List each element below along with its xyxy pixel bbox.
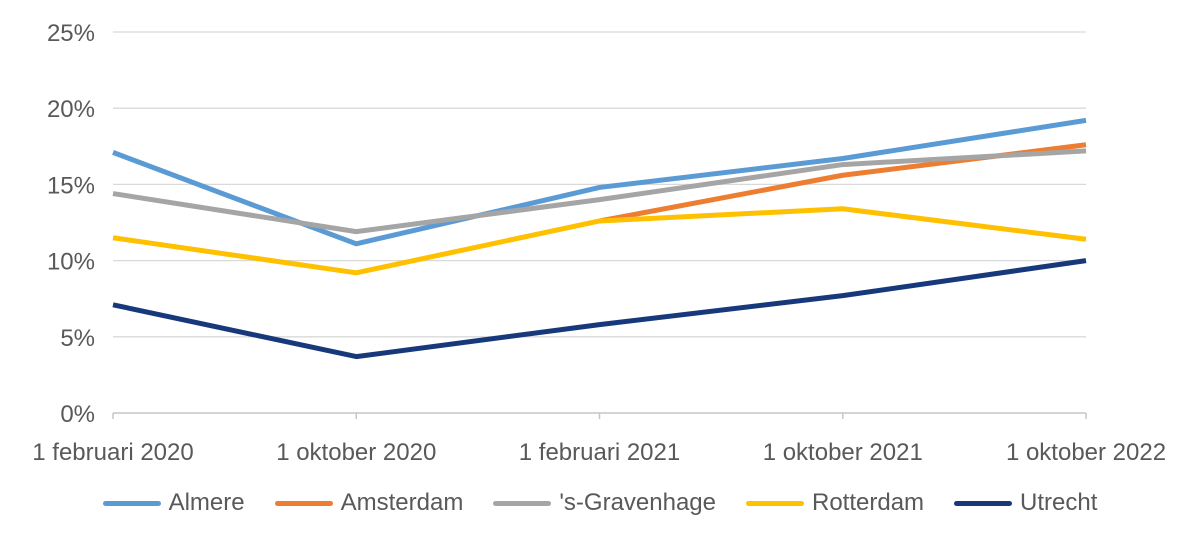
legend-item-rotterdam: Rotterdam xyxy=(746,487,924,519)
y-axis-label: 10% xyxy=(47,249,95,276)
legend-item-almere: Almere xyxy=(102,487,245,519)
legend-item-s-gravenhage: 's-Gravenhage xyxy=(493,487,716,519)
x-axis-label: 1 oktober 2022 xyxy=(1006,439,1166,466)
series-line-utrecht xyxy=(112,258,1087,360)
x-axis-label: 1 februari 2021 xyxy=(519,439,680,466)
y-axis-label: 25% xyxy=(47,20,95,47)
legend-label: Rotterdam xyxy=(812,489,925,516)
legend-item-amsterdam: Amsterdam xyxy=(274,487,464,519)
chart-legend: Almere Amsterdam 's-Gravenhage Rotterdam Utr… xyxy=(0,487,1200,519)
legend-label: Almere xyxy=(168,489,245,516)
y-axis-label: 5% xyxy=(60,325,95,352)
legend-swatch-rotterdam xyxy=(746,500,804,506)
legend-label: 's-Gravenhage xyxy=(559,489,716,516)
legend-item-utrecht: Utrecht xyxy=(954,487,1097,519)
legend-swatch-utrecht xyxy=(954,500,1013,506)
y-axis-label: 20% xyxy=(47,96,95,123)
x-axis-label: 1 februari 2020 xyxy=(32,439,193,466)
legend-swatch-s-gravenhage xyxy=(493,500,552,506)
legend-swatch-almere xyxy=(102,500,161,506)
x-axis-label: 1 oktober 2020 xyxy=(276,439,436,466)
legend-label: Amsterdam xyxy=(340,489,464,516)
y-axis-label: 15% xyxy=(47,172,95,199)
series-line-s-gravenhage xyxy=(112,148,1087,235)
y-axis-label: 0% xyxy=(60,401,95,428)
legend-swatch-amsterdam xyxy=(274,500,333,506)
series-line-almere xyxy=(112,117,1087,247)
series-line-rotterdam xyxy=(112,206,1087,276)
x-axis-label: 1 oktober 2021 xyxy=(763,439,923,466)
legend-label: Utrecht xyxy=(1020,489,1098,516)
